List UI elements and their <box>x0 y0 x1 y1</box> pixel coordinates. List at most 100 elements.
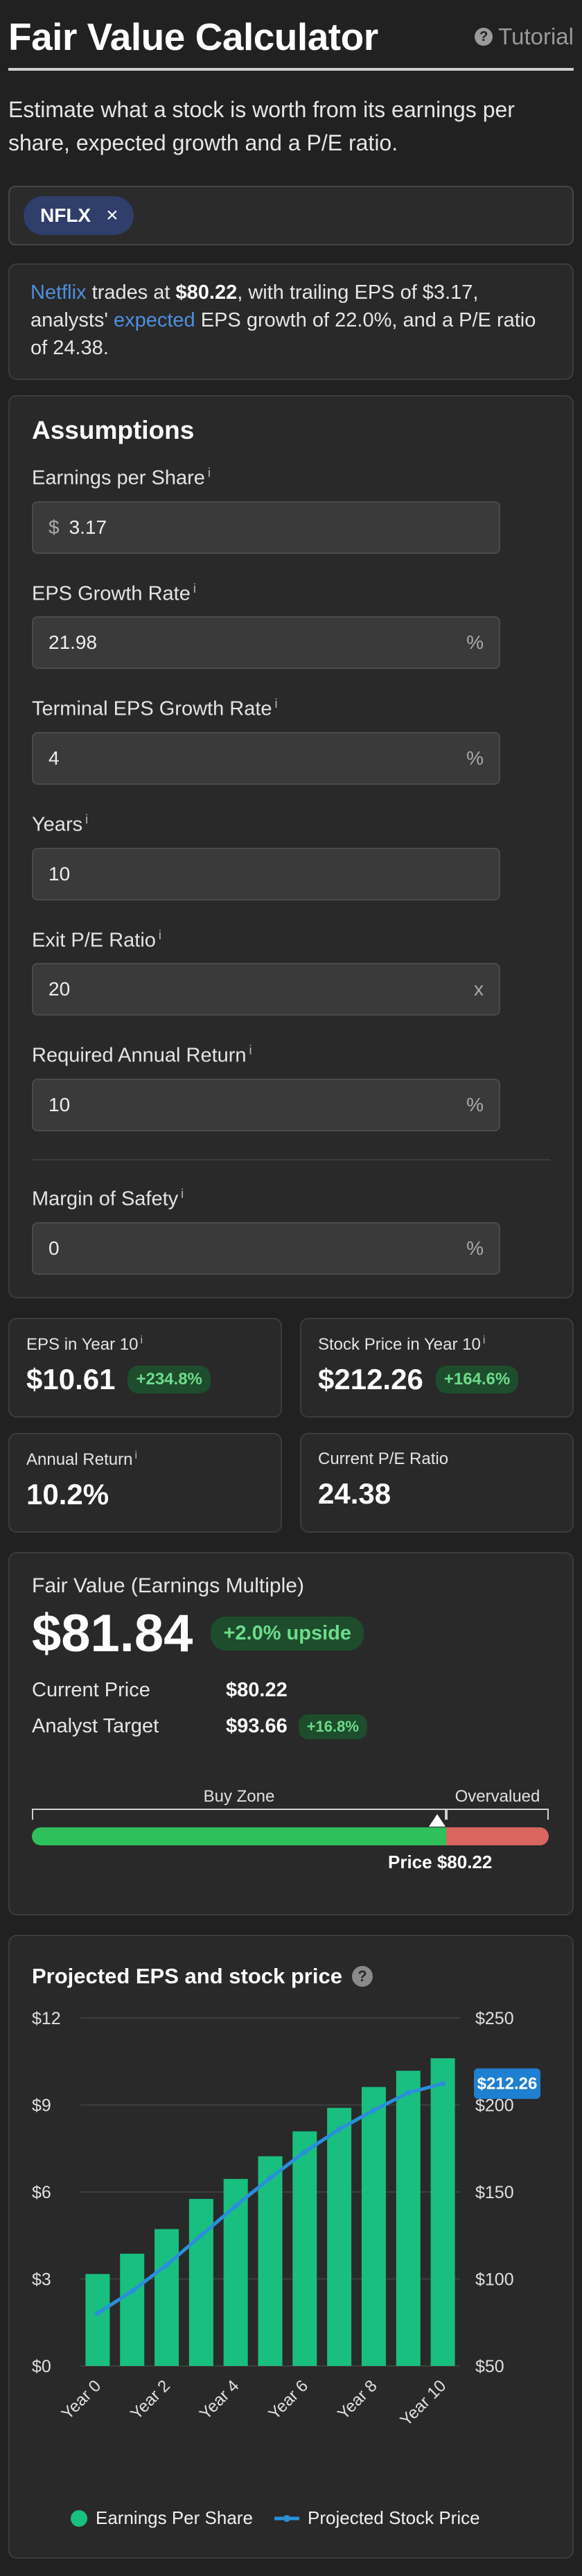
y-right-tick-label: $200 <box>475 2096 514 2115</box>
annual-return-card: Annual Return i 10.2% <box>8 1432 282 1533</box>
x-tick-label: Year 8 <box>334 2376 381 2423</box>
annual-return-label: Annual Return i <box>26 1450 264 1470</box>
info-icon[interactable]: i <box>158 928 161 942</box>
eps-year10-badge: +234.8% <box>127 1365 211 1393</box>
y-right-tick-label: $50 <box>475 2357 504 2376</box>
current-pe-row: 24.38 <box>318 1477 556 1511</box>
terminal-growth-input[interactable]: 4% <box>32 731 500 785</box>
price-marker-label: Price $80.22 <box>388 1851 493 1872</box>
ticker-chip[interactable]: NFLX × <box>24 196 134 235</box>
upside-badge: +2.0% upside <box>211 1616 364 1651</box>
assumptions-title: Assumptions <box>32 416 195 444</box>
price-point <box>301 2148 308 2155</box>
assumptions-card: Assumptions Earnings per Share i $3.17 EP… <box>8 395 574 1298</box>
legend-eps-label: Earnings Per Share <box>96 2507 253 2528</box>
exit-pe-field: Exit P/E Ratio i 20 x <box>32 928 550 1016</box>
exit-pe-label-text: Exit P/E Ratio <box>32 929 156 952</box>
annual-return-row: 10.2% <box>26 1478 264 1511</box>
expected-link[interactable]: expected <box>113 309 195 331</box>
eps-year10-card: EPS in Year 10 i $10.61 +234.8% <box>8 1317 282 1418</box>
exit-pe-value: 20 <box>48 978 71 1000</box>
price-point <box>164 2262 170 2268</box>
growth-input[interactable]: 21.98% <box>32 616 500 670</box>
assumptions-divider <box>32 1158 550 1160</box>
eps-bar <box>258 2156 283 2366</box>
info-icon[interactable]: i <box>482 1334 486 1346</box>
current-price-value: $80.22 <box>226 1678 288 1701</box>
price-point <box>440 2080 446 2087</box>
question-icon: ? <box>475 28 493 46</box>
end-value-label: $212.26 <box>477 2074 538 2093</box>
eps-bar <box>155 2229 179 2366</box>
terminal-growth-label: Terminal EPS Growth Rate i <box>32 697 550 721</box>
summary-card: Netflix trades at $80.22, with trailing … <box>8 263 574 380</box>
info-icon[interactable]: i <box>134 1449 137 1461</box>
eps-price-chart: $0 $3 $6 $9 $12 $50 $100 $150 $200 $250 $212.26 Yea… <box>32 2009 540 2528</box>
price-point <box>267 2175 273 2181</box>
required-return-field: Required Annual Return i 10% <box>32 1043 550 1131</box>
exit-pe-input[interactable]: 20 x <box>32 963 500 1016</box>
price-marker-icon <box>429 1813 446 1827</box>
ticker-symbol: NFLX <box>40 204 91 226</box>
tutorial-link[interactable]: ? Tutorial <box>475 24 574 50</box>
current-pe-card: Current P/E Ratio 24.38 <box>300 1432 574 1533</box>
info-icon[interactable]: i <box>85 812 89 826</box>
summary-text-1: trades at <box>86 281 176 304</box>
years-label: Years i <box>32 812 550 837</box>
end-value-badge <box>474 2068 540 2099</box>
info-icon[interactable]: i <box>181 1186 184 1201</box>
info-icon[interactable]: i <box>140 1334 143 1346</box>
buy-zone-label: Buy Zone <box>203 1786 275 1806</box>
dollar-prefix: $ <box>48 516 60 538</box>
price-year10-card: Stock Price in Year 10 i $212.26 +164.6% <box>300 1317 574 1418</box>
header: Fair Value Calculator ? Tutorial <box>8 0 574 64</box>
required-return-input[interactable]: 10% <box>32 1078 500 1131</box>
info-icon[interactable]: i <box>249 1043 252 1058</box>
years-label-text: Years <box>32 813 83 836</box>
exit-pe-label: Exit P/E Ratio i <box>32 928 550 952</box>
annual-return-label-text: Annual Return <box>26 1450 133 1469</box>
analyst-target-row: Analyst Target $93.66 +16.8% <box>32 1714 550 1739</box>
years-input[interactable]: 10 <box>32 847 500 900</box>
help-icon[interactable]: ? <box>351 1965 373 1987</box>
margin-of-safety-field: Margin of Safety i 0% <box>32 1187 550 1275</box>
terminal-growth-value: 4 <box>48 747 60 769</box>
eps-bar <box>292 2131 317 2366</box>
summary-text-2: , with trailing EPS of $3.17, analysts' <box>30 281 479 331</box>
legend-price-label: Projected Stock Price <box>308 2507 480 2528</box>
margin-input[interactable]: 0% <box>32 1221 500 1275</box>
ticker-input[interactable]: NFLX × <box>8 186 574 245</box>
growth-label-text: EPS Growth Rate <box>32 582 191 605</box>
eps-bar <box>327 2107 352 2366</box>
y-right-tick-label: $250 <box>475 2009 514 2028</box>
info-icon[interactable]: i <box>207 466 211 480</box>
eps-input[interactable]: $3.17 <box>32 501 500 554</box>
fair-value-title: Fair Value (Earnings Multiple) <box>32 1574 304 1597</box>
overvalued-label: Overvalued <box>455 1786 540 1806</box>
chart-card: Projected EPS and stock price ? $0 $3 $6 $9… <box>8 1934 574 2559</box>
eps-bar <box>223 2178 248 2366</box>
years-value: 10 <box>48 862 71 885</box>
margin-label-text: Margin of Safety <box>32 1187 179 1210</box>
eps-bar <box>120 2253 145 2366</box>
percent-suffix: % <box>466 1237 484 1259</box>
eps-label-text: Earnings per Share <box>32 467 205 489</box>
company-link[interactable]: Netflix <box>30 281 87 304</box>
stats-row-2: Annual Return i 10.2% Current P/E Ratio 2… <box>8 1432 574 1533</box>
annual-return-value: 10.2% <box>26 1477 109 1511</box>
y-left-tick-label: $3 <box>32 2270 51 2289</box>
tutorial-label: Tutorial <box>498 24 574 49</box>
eps-bar <box>361 2087 386 2366</box>
terminal-growth-label-text: Terminal EPS Growth Rate <box>32 697 272 720</box>
remove-ticker-icon[interactable]: × <box>106 204 118 227</box>
buy-zone-bracket <box>32 1808 446 1820</box>
x-tick-label: Year 4 <box>196 2376 243 2423</box>
percent-suffix: % <box>466 1093 484 1115</box>
info-icon[interactable]: i <box>274 697 278 711</box>
info-icon[interactable]: i <box>193 581 196 595</box>
eps-bar <box>85 2273 110 2366</box>
x-tick-label: Year 10 <box>396 2376 450 2430</box>
price-point <box>233 2202 239 2209</box>
percent-suffix: % <box>466 747 484 769</box>
